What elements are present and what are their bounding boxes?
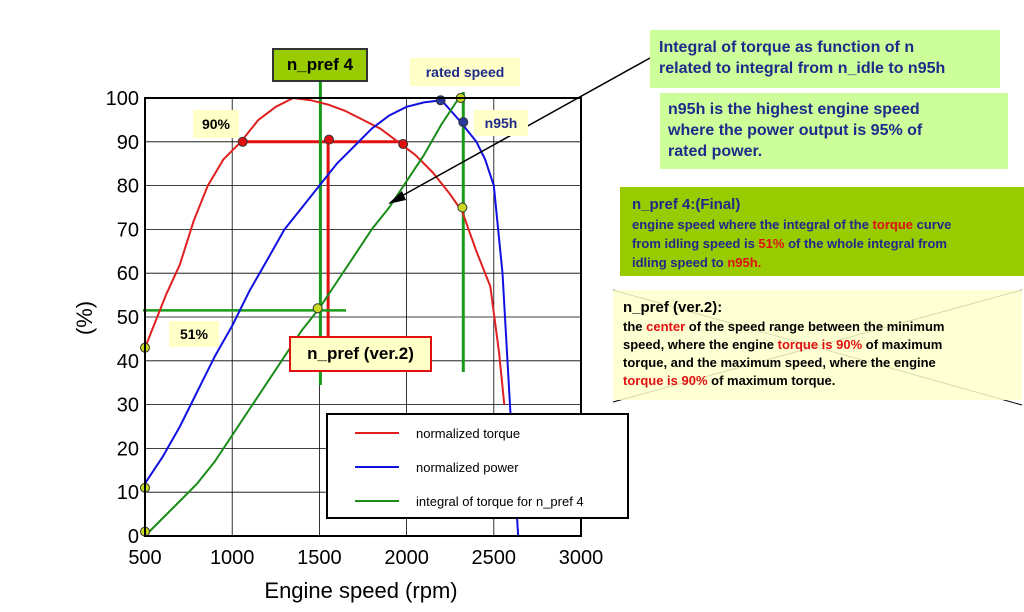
y-tick-label: 70 — [117, 219, 139, 241]
legend: normalized torque normalized power integ… — [326, 413, 629, 519]
n-pref4-final-box: n_pref 4:(Final) engine speed where the … — [620, 187, 1024, 276]
annotation-arrowhead — [388, 191, 406, 204]
x-axis-title: Engine speed (rpm) — [264, 578, 457, 603]
y-tick-label: 0 — [128, 526, 139, 548]
final-line2: from idling speed is 51% of the whole in… — [632, 236, 947, 251]
rated-speed-label: rated speed — [410, 58, 520, 86]
integral-definition-box: Integral of torque as function of n rela… — [650, 30, 1000, 88]
tick-labels: 0 10 20 30 40 50 60 70 80 90 100 500 1000 1500 2000 250… — [106, 88, 604, 569]
n95h-def-line3: rated power. — [668, 143, 763, 160]
x-tick-label: 1500 — [297, 547, 342, 569]
legend-integral-label: integral of torque for n_pref 4 — [416, 494, 584, 509]
n95h-def-line1: n95h is the highest engine speed — [668, 101, 920, 118]
plot-frame — [144, 97, 582, 537]
ver2-heading: n_pref (ver.2): — [623, 299, 723, 316]
data-marker — [458, 117, 469, 128]
y-tick-label: 60 — [117, 263, 139, 285]
pct51-label: 51% — [169, 321, 219, 347]
ver2-line1: the center of the speed range between th… — [623, 319, 945, 334]
x-tick-label: 1000 — [210, 547, 255, 569]
x-tick-label: 500 — [128, 547, 161, 569]
data-marker — [312, 303, 323, 314]
n-pref-ver2-label: n_pref (ver.2) — [289, 336, 432, 372]
y-tick-label: 100 — [106, 88, 139, 110]
data-marker — [323, 134, 334, 145]
ver2-line3: torque, and the maximum speed, where the… — [623, 355, 936, 370]
final-heading: n_pref 4:(Final) — [632, 196, 741, 213]
series-line-2 — [144, 99, 520, 537]
marker-layer — [140, 93, 469, 537]
y-tick-label: 50 — [117, 307, 139, 329]
integral-def-line2: related to integral from n_idle to n95h — [659, 60, 946, 77]
data-marker — [457, 202, 468, 213]
data-marker — [237, 136, 248, 147]
n-pref-ver2-box: n_pref (ver.2): the center of the speed … — [613, 290, 1022, 400]
x-tick-label: 2000 — [384, 547, 429, 569]
y-tick-label: 20 — [117, 438, 139, 460]
x-tick-label: 3000 — [559, 547, 604, 569]
y-tick-label: 90 — [117, 132, 139, 154]
n95h-label: n95h — [474, 110, 528, 136]
series-line-3 — [144, 97, 460, 537]
y-tick-label: 10 — [117, 482, 139, 504]
y-tick-label: 40 — [117, 351, 139, 373]
integral-def-line1: Integral of torque as function of n — [659, 39, 915, 56]
data-marker — [398, 138, 409, 149]
y-tick-label: 80 — [117, 176, 139, 198]
x-tick-label: 2500 — [472, 547, 517, 569]
y-axis-title: (%) — [72, 301, 97, 335]
legend-torque-label: normalized torque — [416, 426, 520, 441]
final-line3: idling speed to n95h. — [632, 255, 762, 270]
final-line1: engine speed where the integral of the t… — [632, 217, 952, 232]
ver2-line4: torque is 90% of maximum torque. — [623, 373, 836, 388]
pct90-label: 90% — [193, 110, 239, 138]
n-pref4-label: n_pref 4 — [272, 48, 368, 82]
legend-power-label: normalized power — [416, 460, 519, 475]
y-tick-label: 30 — [117, 395, 139, 417]
n95h-definition-box: n95h is the highest engine speed where t… — [660, 93, 1008, 169]
ver2-line2: speed, where the engine torque is 90% of… — [623, 337, 943, 352]
n95h-def-line2: where the power output is 95% of — [668, 122, 923, 139]
